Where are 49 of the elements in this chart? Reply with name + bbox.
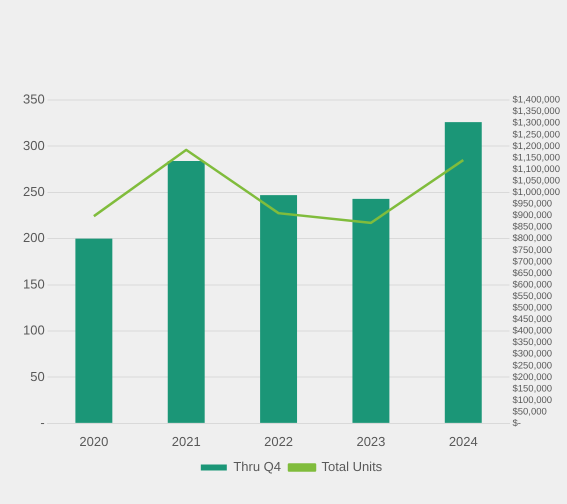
bar xyxy=(75,238,112,423)
y2-tick-label: $1,350,000 xyxy=(512,106,560,118)
y2-tick-label: $900,000 xyxy=(512,210,552,222)
y2-tick-label: $650,000 xyxy=(512,268,552,279)
y2-tick-label: $350,000 xyxy=(512,337,552,348)
x-tick-label: 2023 xyxy=(356,434,386,449)
y-tick-label: 50 xyxy=(30,368,45,384)
y-tick-label: 100 xyxy=(22,322,45,338)
y2-tick-label: $850,000 xyxy=(512,222,552,233)
y2-tick-label: $1,400,000 xyxy=(512,94,560,106)
y-tick-label: 350 xyxy=(22,92,45,107)
y-tick-label: - xyxy=(40,414,45,430)
bar xyxy=(168,160,205,423)
x-tick-label: 2022 xyxy=(264,434,294,449)
y2-tick-label: $1,050,000 xyxy=(512,175,560,186)
x-tick-label: 2020 xyxy=(79,434,108,449)
y2-tick-label: $1,300,000 xyxy=(512,118,560,129)
y2-tick-label: $400,000 xyxy=(512,326,552,337)
x-tick-label: 2024 xyxy=(448,434,478,449)
y-tick-label: 300 xyxy=(22,138,45,153)
y2-tick-label: $1,250,000 xyxy=(512,129,560,140)
x-tick-label: 2021 xyxy=(172,434,201,449)
y2-tick-label: $700,000 xyxy=(512,256,552,268)
y2-tick-label: $550,000 xyxy=(512,290,552,302)
y2-tick-label: $800,000 xyxy=(512,233,552,244)
y2-tick-label: $100,000 xyxy=(512,394,552,406)
y2-tick-label: $1,000,000 xyxy=(512,187,560,198)
bar xyxy=(444,122,482,423)
y2-tick-label: $200,000 xyxy=(512,372,552,383)
y2-tick-label: $600,000 xyxy=(512,279,552,290)
y2-tick-label: $1,150,000 xyxy=(512,152,560,164)
legend-label: Thru Q4 xyxy=(233,459,281,474)
y2-tick-label: $750,000 xyxy=(512,244,552,256)
y2-tick-label: $500,000 xyxy=(512,302,552,314)
legend-label: Total Units xyxy=(321,459,383,474)
y2-tick-label: $1,200,000 xyxy=(512,140,560,152)
y2-tick-label: $50,000 xyxy=(512,406,547,418)
y2-tick-label: $300,000 xyxy=(512,348,552,360)
bar xyxy=(352,198,390,423)
y2-tick-label: $250,000 xyxy=(512,360,552,372)
y-tick-label: 250 xyxy=(22,184,45,199)
y2-tick-label: $- xyxy=(512,418,521,430)
y2-tick-label: $150,000 xyxy=(512,383,552,394)
y-tick-label: 150 xyxy=(22,276,45,292)
y2-tick-label: $950,000 xyxy=(512,198,552,210)
bar xyxy=(260,195,298,423)
y2-tick-label: $450,000 xyxy=(512,314,552,326)
y-tick-label: 200 xyxy=(22,230,45,246)
y2-tick-label: $1,100,000 xyxy=(512,164,560,175)
